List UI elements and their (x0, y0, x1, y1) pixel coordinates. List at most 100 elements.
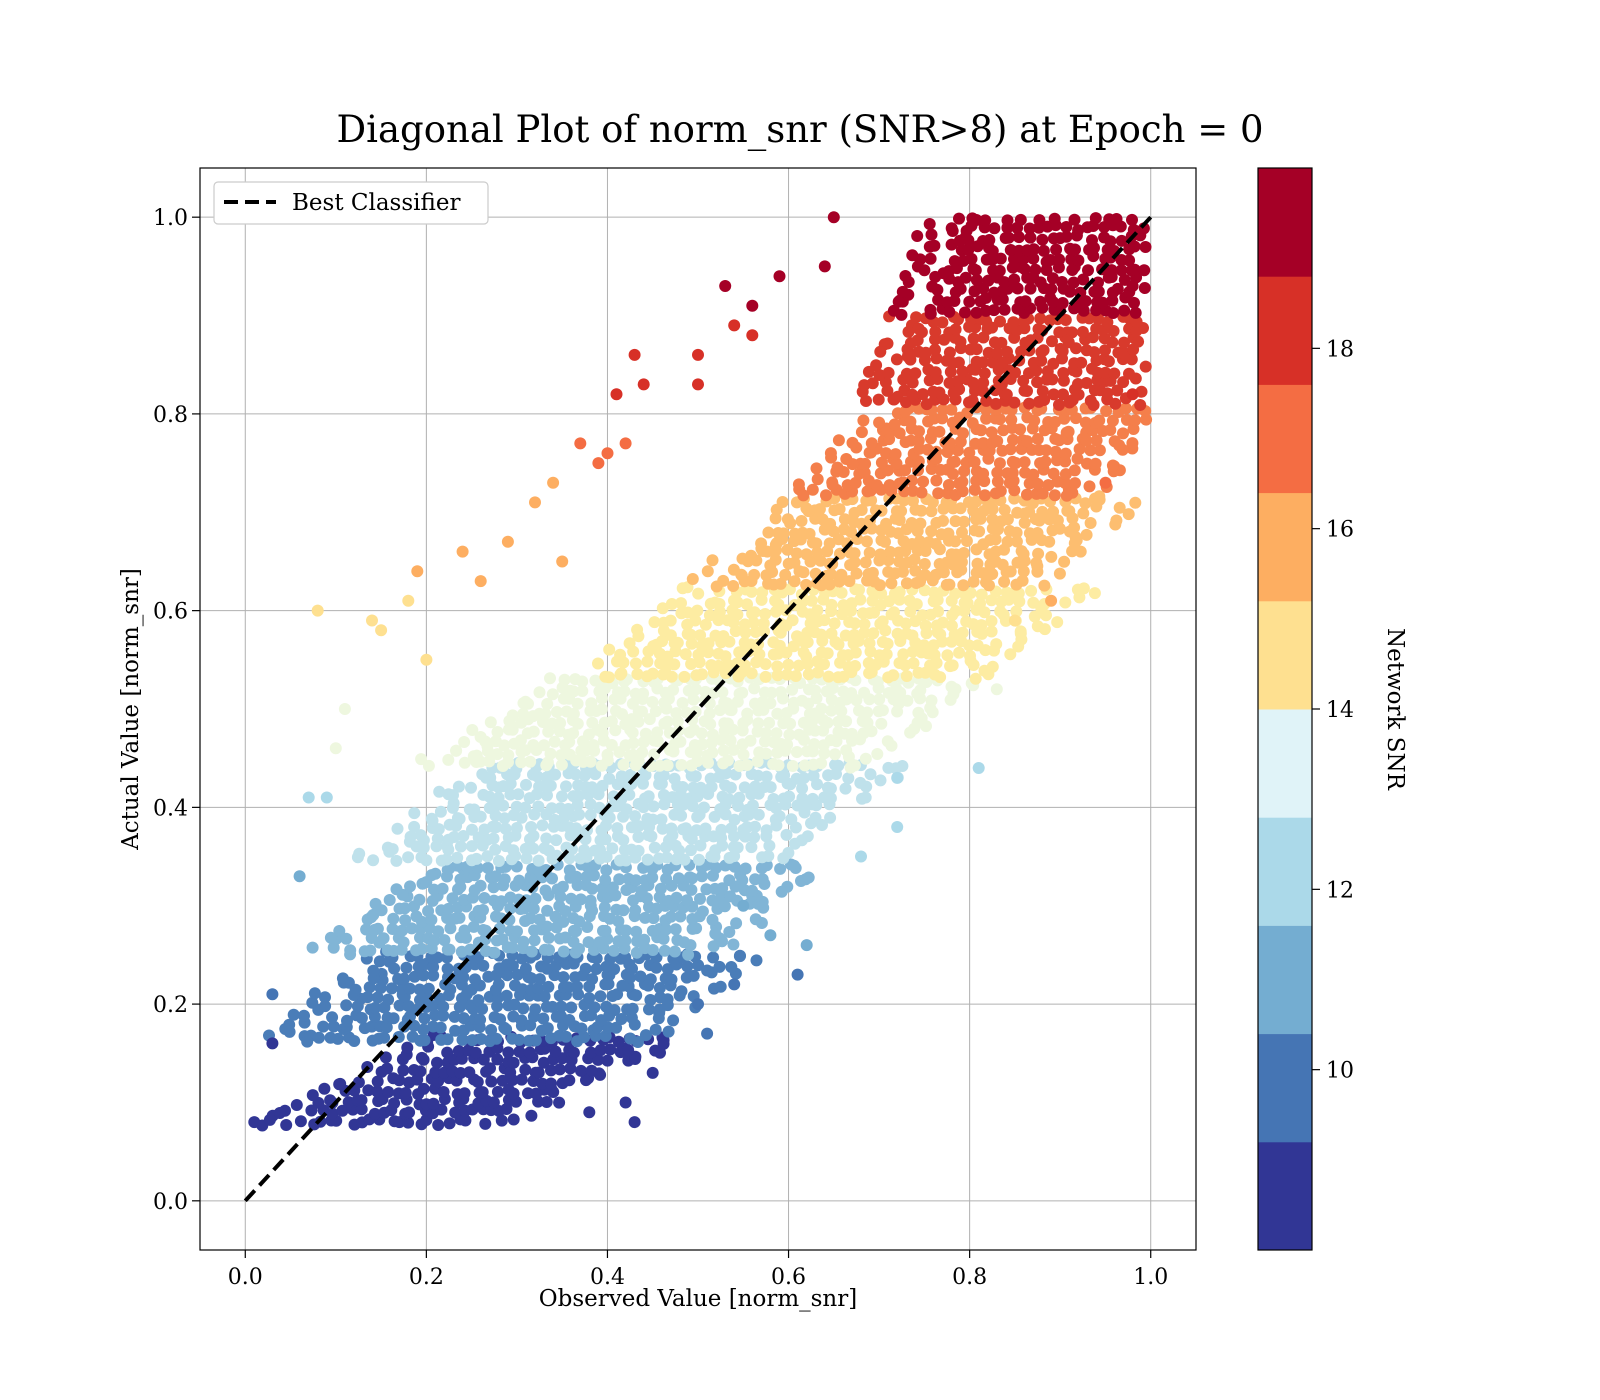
scatter-point (693, 853, 705, 866)
scatter-point (763, 839, 776, 852)
scatter-point (771, 669, 784, 682)
scatter-point (1001, 214, 1014, 227)
scatter-point (993, 413, 1006, 426)
scatter-point (727, 938, 740, 951)
scatter-point (355, 1094, 368, 1107)
scatter-point (946, 558, 959, 571)
scatter-point (797, 772, 810, 784)
scatter-point (1047, 388, 1060, 401)
scatter-point (674, 910, 687, 923)
scatter-point (759, 658, 772, 671)
outlier-point (338, 703, 351, 715)
outlier-point (574, 437, 587, 450)
scatter-point (831, 461, 844, 474)
scatter-point (599, 924, 612, 937)
scatter-point (404, 830, 417, 843)
outlier-point (311, 604, 324, 617)
scatter-point (760, 770, 773, 783)
outlier-point (302, 791, 315, 804)
scatter-point (632, 831, 645, 843)
scatter-point (888, 606, 900, 619)
scatter-point (368, 923, 381, 936)
scatter-point (839, 629, 852, 642)
scatter-point (620, 924, 632, 937)
scatter-point (668, 945, 681, 958)
scatter-point (533, 913, 546, 926)
scatter-point (665, 670, 678, 683)
scatter-point (537, 1012, 550, 1025)
scatter-point (573, 915, 586, 928)
scatter-point (452, 780, 465, 793)
scatter-point (624, 971, 637, 984)
scatter-point (596, 727, 609, 739)
scatter-point (1071, 452, 1084, 465)
scatter-point (432, 1119, 445, 1131)
scatter-point (694, 892, 706, 905)
scatter-point (1059, 447, 1072, 460)
outlier-point (728, 978, 741, 991)
scatter-point (600, 864, 613, 877)
scatter-point (644, 973, 657, 986)
scatter-point (408, 970, 421, 983)
scatter-point (985, 426, 998, 439)
scatter-point (474, 879, 487, 892)
scatter-point (1016, 574, 1029, 587)
scatter-point (860, 535, 873, 548)
scatter-point (958, 515, 970, 528)
scatter-point (977, 567, 990, 580)
outlier-point (556, 555, 569, 568)
scatter-point (734, 949, 746, 962)
scatter-point (963, 295, 976, 308)
scatter-point (491, 748, 504, 761)
scatter-point (515, 811, 528, 824)
scatter-point (911, 230, 924, 242)
scatter-point (1006, 466, 1019, 479)
scatter-point (504, 1066, 517, 1079)
scatter-point (811, 604, 824, 617)
scatter-point (986, 356, 999, 369)
scatter-point (653, 982, 666, 994)
scatter-point (818, 658, 830, 671)
scatter-point (1018, 263, 1031, 276)
scatter-point (586, 716, 599, 729)
scatter-point (479, 1117, 492, 1130)
scatter-point (914, 517, 927, 530)
scatter-point (1056, 276, 1068, 288)
scatter-point (825, 627, 838, 640)
scatter-point (594, 990, 607, 1003)
scatter-point (342, 1096, 355, 1109)
scatter-point (871, 675, 884, 688)
scatter-point (378, 1031, 391, 1044)
scatter-point (396, 924, 408, 937)
scatter-point (712, 659, 725, 672)
scatter-point (667, 683, 680, 696)
scatter-point (1031, 620, 1044, 633)
scatter-point (692, 648, 705, 661)
scatter-point (415, 942, 428, 955)
scatter-point (466, 1034, 479, 1047)
scatter-point (1028, 610, 1041, 623)
scatter-point (446, 892, 459, 905)
outlier-point (402, 594, 415, 607)
scatter-point (826, 478, 839, 491)
scatter-point (608, 963, 621, 976)
scatter-point (983, 234, 996, 246)
scatter-point (956, 526, 968, 539)
scatter-point (1139, 241, 1152, 253)
scatter-point (512, 788, 525, 801)
scatter-point (865, 494, 878, 507)
scatter-point (457, 1012, 470, 1025)
scatter-point (801, 636, 814, 649)
scatter-point (1000, 388, 1013, 401)
scatter-point (902, 325, 915, 338)
scatter-point (585, 1064, 598, 1077)
scatter-point (1056, 345, 1069, 358)
scatter-point (546, 1000, 559, 1013)
scatter-point (840, 715, 853, 728)
scatter-point (433, 785, 446, 798)
outlier-point (728, 319, 741, 332)
scatter-point (643, 1003, 655, 1016)
scatter-point (612, 915, 625, 928)
scatter-point (654, 882, 667, 895)
best-classifier-line (243, 215, 1153, 1203)
